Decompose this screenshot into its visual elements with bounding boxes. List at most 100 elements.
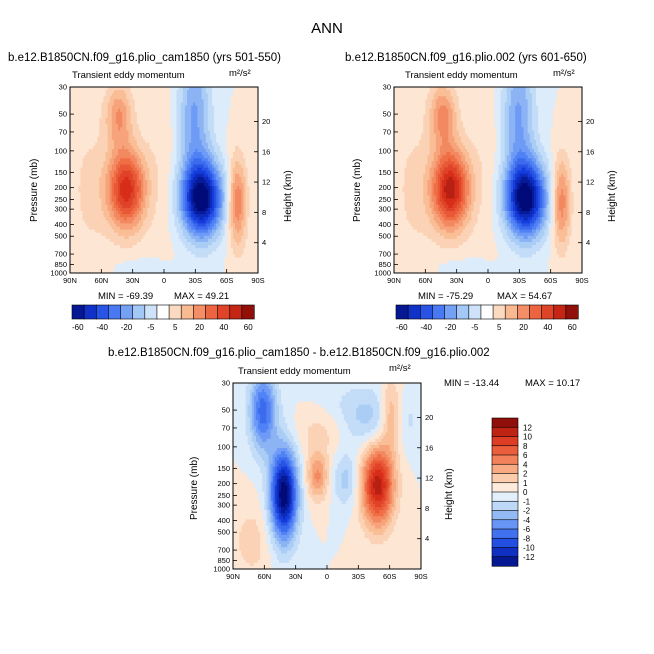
- panel1-cell: [199, 238, 202, 243]
- panel1-cell: [180, 201, 184, 206]
- panel1-cell: [164, 235, 167, 240]
- panel1-cell: [178, 176, 182, 181]
- panel1-cell: [228, 223, 232, 227]
- panel1-cell: [214, 189, 217, 193]
- panel1-cell: [218, 223, 221, 227]
- panel1-cell: [136, 204, 140, 209]
- panel1-cell: [78, 198, 81, 203]
- panel1-cell: [141, 207, 144, 212]
- panel1-cell: [155, 232, 159, 237]
- panel1-cell: [172, 136, 175, 141]
- panel1-cell: [115, 133, 119, 137]
- panel1-cell: [118, 136, 121, 141]
- panel1-cell: [86, 214, 90, 218]
- panel1-cell: [82, 127, 86, 131]
- panel1-cell: [170, 186, 173, 190]
- panel1-cell: [203, 155, 207, 159]
- panel1-cell: [86, 118, 90, 122]
- panel1-cell: [143, 245, 146, 249]
- panel1-cell: [222, 254, 225, 258]
- panel1-cell: [245, 108, 248, 113]
- panel1-cell: [82, 186, 86, 190]
- panel1-cell: [115, 142, 119, 147]
- panel1-cell: [90, 118, 94, 122]
- panel1-cell: [247, 158, 251, 162]
- panel1-cell: [243, 183, 246, 187]
- panel1-cell: [141, 161, 144, 165]
- panel1-cell: [130, 245, 134, 249]
- panel1-cell: [184, 161, 188, 165]
- panel1-cell: [216, 108, 219, 113]
- panel1-cell: [207, 121, 211, 125]
- panel1-cell: [178, 105, 182, 110]
- panel1-cell: [214, 102, 217, 106]
- panel1-cell: [222, 142, 225, 147]
- panel1-cell: [124, 229, 127, 234]
- panel1-cell: [205, 195, 209, 199]
- panel1-cell: [97, 217, 100, 221]
- panel1-cell: [80, 201, 83, 206]
- panel1-cell: [247, 242, 251, 246]
- panel1-cell: [82, 139, 86, 144]
- panel1-cell: [105, 183, 108, 187]
- panel1-cell: [166, 170, 169, 175]
- panel1-cell: [189, 211, 192, 215]
- panel1-cell: [130, 238, 134, 243]
- panel1-cell: [178, 192, 182, 196]
- panel1-cell: [99, 235, 102, 240]
- panel1-cell: [138, 235, 142, 240]
- panel1-cell: [203, 142, 207, 147]
- panel1-cell: [86, 207, 90, 212]
- panel1-cell: [178, 195, 182, 199]
- panel1-cell: [141, 90, 144, 94]
- panel1-cell: [239, 183, 242, 187]
- panel1-cell: [99, 173, 102, 178]
- panel1-cell: [143, 217, 146, 221]
- panel1-cell: [216, 189, 219, 193]
- panel1-cell: [201, 149, 205, 153]
- panel1-cell: [205, 102, 209, 106]
- panel1-cell: [134, 217, 138, 221]
- panel1-cell: [95, 180, 98, 184]
- panel1-cell: [191, 121, 194, 125]
- panel1-cell: [138, 170, 142, 175]
- panel1-cell: [193, 192, 196, 196]
- panel1-cell: [78, 90, 81, 94]
- panel1-cell: [120, 220, 123, 224]
- panel1-cell: [186, 204, 190, 209]
- panel1-cell: [230, 201, 234, 206]
- panel1-cell: [172, 180, 175, 184]
- panel1-cell: [105, 105, 108, 110]
- panel1-cell: [124, 192, 127, 196]
- panel1-cell: [145, 152, 148, 156]
- panel1-cell: [232, 96, 236, 100]
- panel1-cell: [216, 214, 219, 218]
- panel1-cell: [230, 192, 234, 196]
- panel1-cell: [182, 223, 186, 227]
- panel1-cell: [168, 96, 171, 100]
- panel1-cell: [218, 102, 221, 106]
- panel1-cell: [118, 232, 121, 237]
- panel1-cell: [107, 149, 111, 153]
- panel1-cell: [128, 254, 131, 258]
- panel1-cell: [97, 118, 100, 122]
- panel1-cell: [103, 164, 106, 168]
- panel1-cell: [170, 195, 173, 199]
- panel1-cell: [176, 223, 180, 227]
- panel1-cell: [141, 229, 144, 234]
- panel1-cell: [253, 142, 257, 147]
- panel1-cell: [138, 238, 142, 243]
- panel1-cell: [182, 118, 186, 122]
- panel1-cell: [214, 220, 217, 224]
- panel1-cell: [230, 93, 234, 97]
- panel1-cell: [201, 217, 205, 221]
- panel1-cell: [216, 254, 219, 258]
- panel1-cell: [239, 170, 242, 175]
- panel1-cell: [239, 127, 242, 131]
- panel1-cell: [197, 152, 200, 156]
- panel1-cell: [237, 167, 240, 172]
- panel1-cell: [155, 235, 159, 240]
- panel1-cell: [84, 201, 88, 206]
- panel1-cell: [251, 254, 255, 258]
- panel1-cell: [74, 173, 77, 178]
